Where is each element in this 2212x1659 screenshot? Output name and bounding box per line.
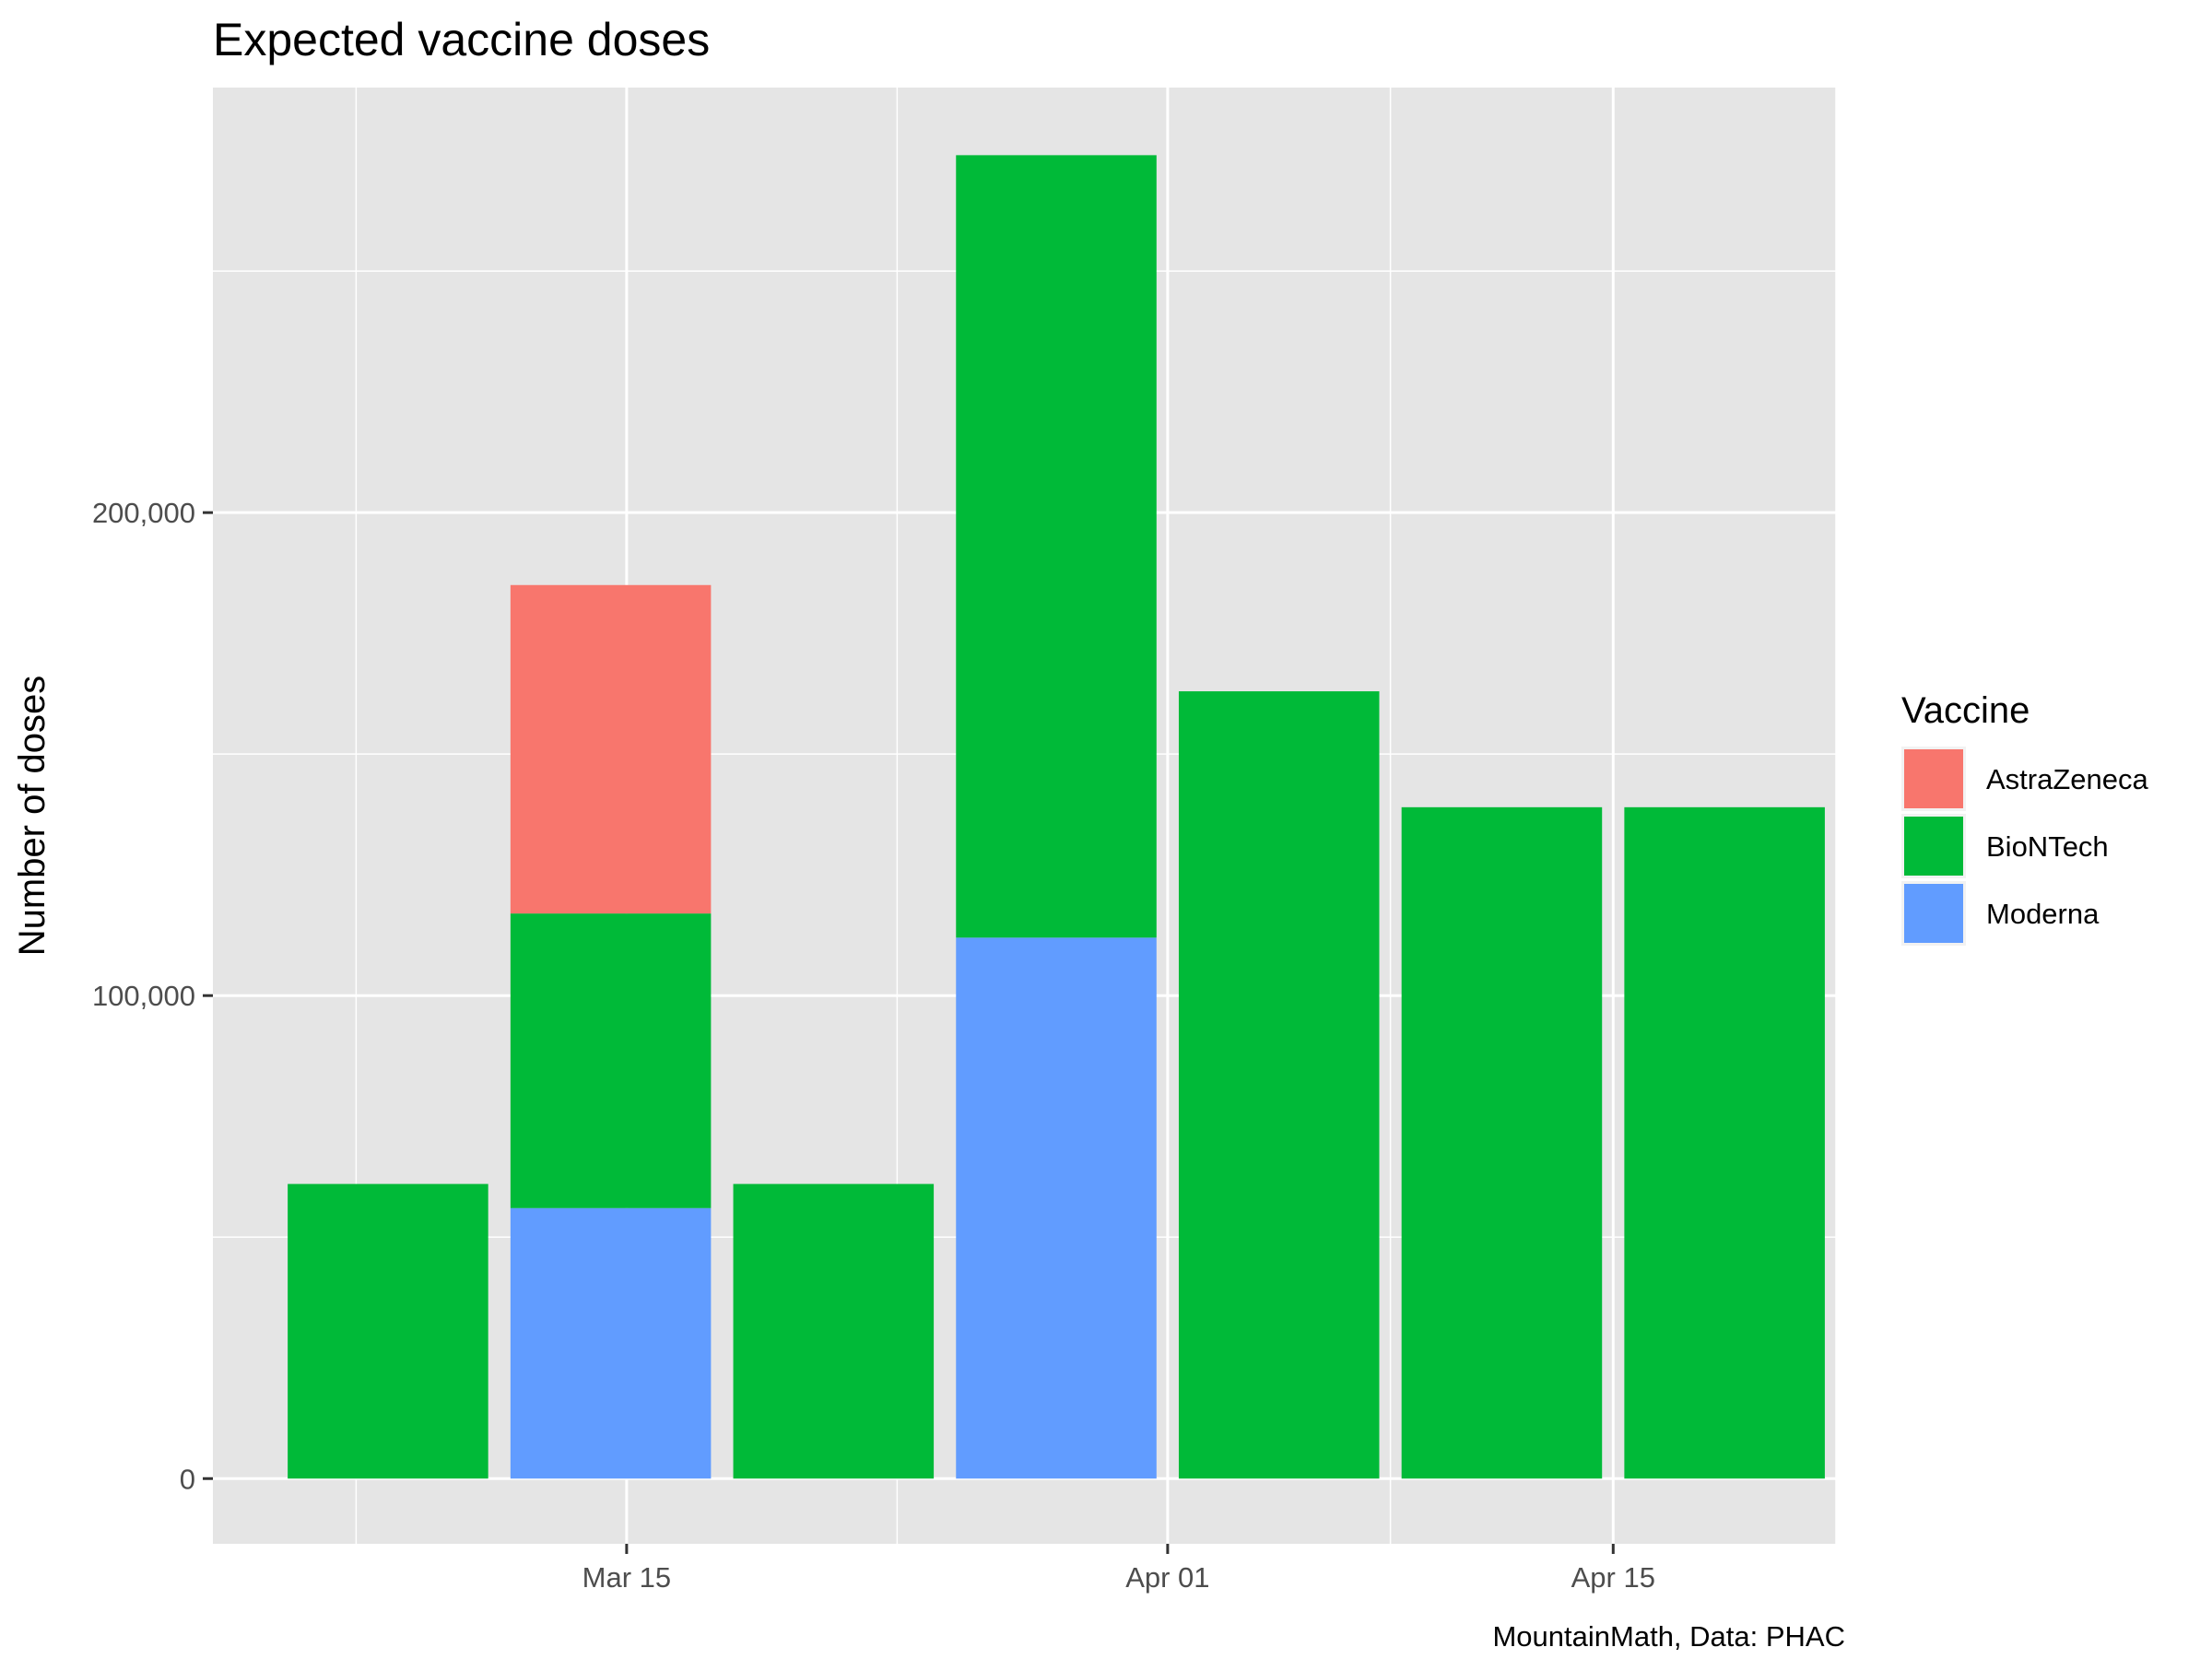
legend-key-astrazeneca [1904, 749, 1963, 808]
y-tick-label: 200,000 [92, 497, 195, 529]
legend: Vaccine AstraZeneca BioNTech Moderna [1901, 690, 2149, 946]
bar-biontech-2021-03-15 [510, 913, 712, 1208]
bar-biontech-2021-04-05 [1178, 691, 1380, 1479]
legend-label-astrazeneca: AstraZeneca [1986, 763, 2149, 795]
y-tick-label: 0 [180, 1463, 195, 1495]
bars [288, 155, 1825, 1479]
legend-title: Vaccine [1901, 690, 2030, 731]
bar-biontech-2021-03-08 [288, 1183, 488, 1479]
axes: 0 100,000 200,000 Mar 15 Apr 01 Apr 15 [92, 497, 1655, 1594]
bar-moderna-2021-03-29 [956, 937, 1157, 1479]
y-axis-title: Number of doses [12, 676, 53, 957]
x-tick-label: Mar 15 [582, 1561, 671, 1594]
x-tick-label: Apr 15 [1571, 1561, 1655, 1594]
y-tick-label: 100,000 [92, 980, 195, 1012]
bar-biontech-2021-03-22 [733, 1183, 935, 1479]
bar-astrazeneca-2021-03-15 [510, 584, 712, 914]
bar-biontech-2021-03-29 [956, 155, 1157, 938]
chart-title: Expected vaccine doses [213, 14, 710, 65]
chart-caption: MountainMath, Data: PHAC [1492, 1620, 1845, 1653]
legend-label-biontech: BioNTech [1986, 830, 2109, 863]
legend-key-biontech [1904, 817, 1963, 876]
legend-key-moderna [1904, 884, 1963, 943]
bar-biontech-2021-04-12 [1401, 806, 1603, 1479]
x-tick-label: Apr 01 [1125, 1561, 1209, 1594]
legend-label-moderna: Moderna [1986, 898, 2100, 930]
bar-moderna-2021-03-15 [510, 1207, 712, 1479]
bar-biontech-2021-04-19 [1624, 806, 1825, 1479]
